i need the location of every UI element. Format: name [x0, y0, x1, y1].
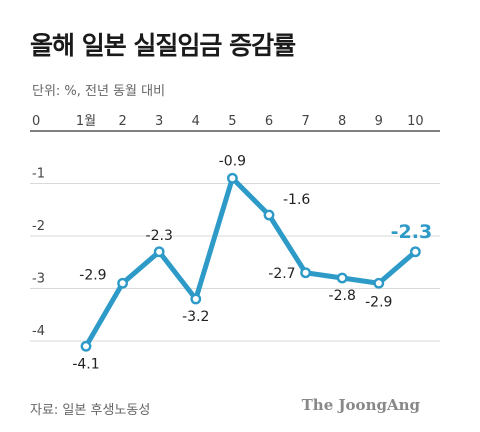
x-tick-label: 9 — [375, 114, 383, 129]
data-point — [336, 272, 348, 284]
series-line — [83, 175, 418, 349]
data-labels: -4.1 -2.9 -2.3 -3.2 -0.9 -1.6 -2.7 -2.8 -2.9 -2.3 — [72, 153, 432, 372]
x-tick-label: 1월 — [76, 114, 96, 129]
y-tick-label: -1 — [32, 167, 45, 182]
chart-title: 올해 일본 실질임금 증감률 — [30, 31, 296, 60]
data-label: -3.2 — [182, 309, 209, 325]
data-point — [153, 246, 165, 258]
y-tick-label: 0 — [32, 114, 40, 129]
data-point — [117, 277, 129, 289]
x-tick-label: 10 — [407, 114, 424, 129]
y-tick-label: -4 — [32, 324, 45, 339]
data-label: -4.1 — [72, 356, 99, 372]
data-point — [226, 172, 238, 184]
highlight-data-label: -2.3 — [391, 221, 433, 243]
chart-subtitle: 단위: %, 전년 동월 대비 — [32, 84, 166, 99]
y-tick-label: -3 — [32, 272, 45, 287]
data-label: -1.6 — [283, 192, 310, 208]
x-tick-label: 7 — [301, 114, 309, 129]
data-label: -0.9 — [219, 153, 246, 169]
x-tick-label: 6 — [265, 114, 273, 129]
data-point — [263, 209, 275, 221]
data-label: -2.9 — [365, 294, 392, 310]
data-point — [409, 246, 421, 258]
x-tick-label: 8 — [338, 114, 346, 129]
brand-logo: The JoongAng — [301, 396, 420, 414]
data-point — [300, 267, 311, 279]
x-tick-label: 5 — [228, 114, 236, 129]
data-label: -2.8 — [329, 288, 356, 304]
x-tick-label: 4 — [192, 114, 200, 129]
data-point — [80, 340, 92, 352]
y-axis-ticks: 0 -1 -2 -3 -4 — [32, 114, 45, 339]
x-axis-ticks: 1월 2 3 4 5 6 7 8 9 10 — [76, 114, 424, 129]
series-polyline — [83, 175, 418, 349]
data-label: -2.9 — [79, 267, 106, 283]
y-tick-label: -2 — [32, 219, 45, 234]
x-tick-label: 2 — [118, 114, 126, 129]
data-points — [80, 172, 421, 352]
data-label: -2.3 — [146, 228, 173, 244]
source-note: 자료: 일본 후생노동성 — [30, 403, 151, 418]
x-tick-label: 3 — [155, 114, 163, 129]
data-point — [373, 277, 385, 289]
data-point — [190, 293, 202, 305]
data-label: -2.7 — [268, 266, 295, 282]
